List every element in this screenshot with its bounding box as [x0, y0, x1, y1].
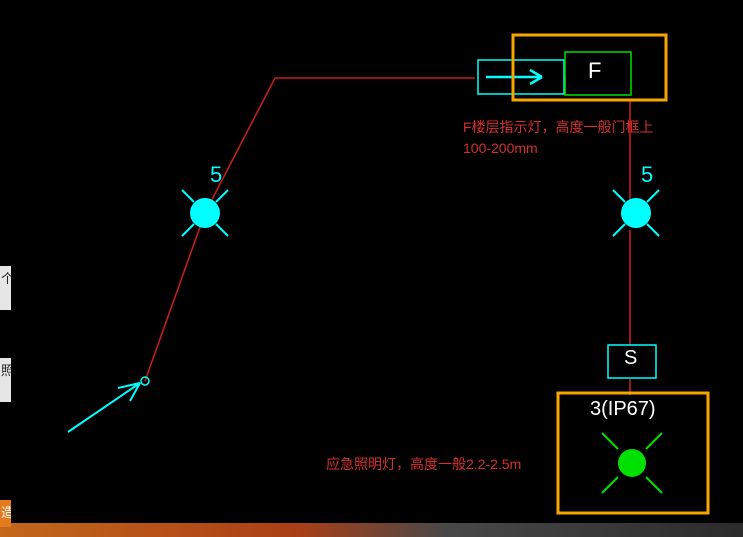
bottom-edge — [0, 523, 743, 537]
f-annotation: F楼层指示灯，高度一般门框上 100-200mm — [463, 117, 654, 159]
s-label: S — [624, 347, 637, 370]
light-left-label: 5 — [210, 162, 222, 188]
side-fragment-a: 个 — [0, 266, 11, 310]
light-right — [621, 198, 651, 228]
light-left — [190, 198, 220, 228]
emergency-light — [618, 449, 646, 477]
light-right-label: 5 — [641, 162, 653, 188]
emergency-annotation: 应急照明灯，高度一般2.2-2.5m — [326, 454, 521, 475]
side-fragment-b: 照 — [0, 358, 11, 402]
f-annotation-line2: 100-200mm — [463, 140, 538, 156]
entry-arrow-line — [68, 383, 140, 432]
f-label: F — [588, 58, 601, 84]
emergency-label: 3(IP67) — [590, 398, 656, 421]
f-annotation-line1: F楼层指示灯，高度一般门框上 — [463, 119, 654, 135]
